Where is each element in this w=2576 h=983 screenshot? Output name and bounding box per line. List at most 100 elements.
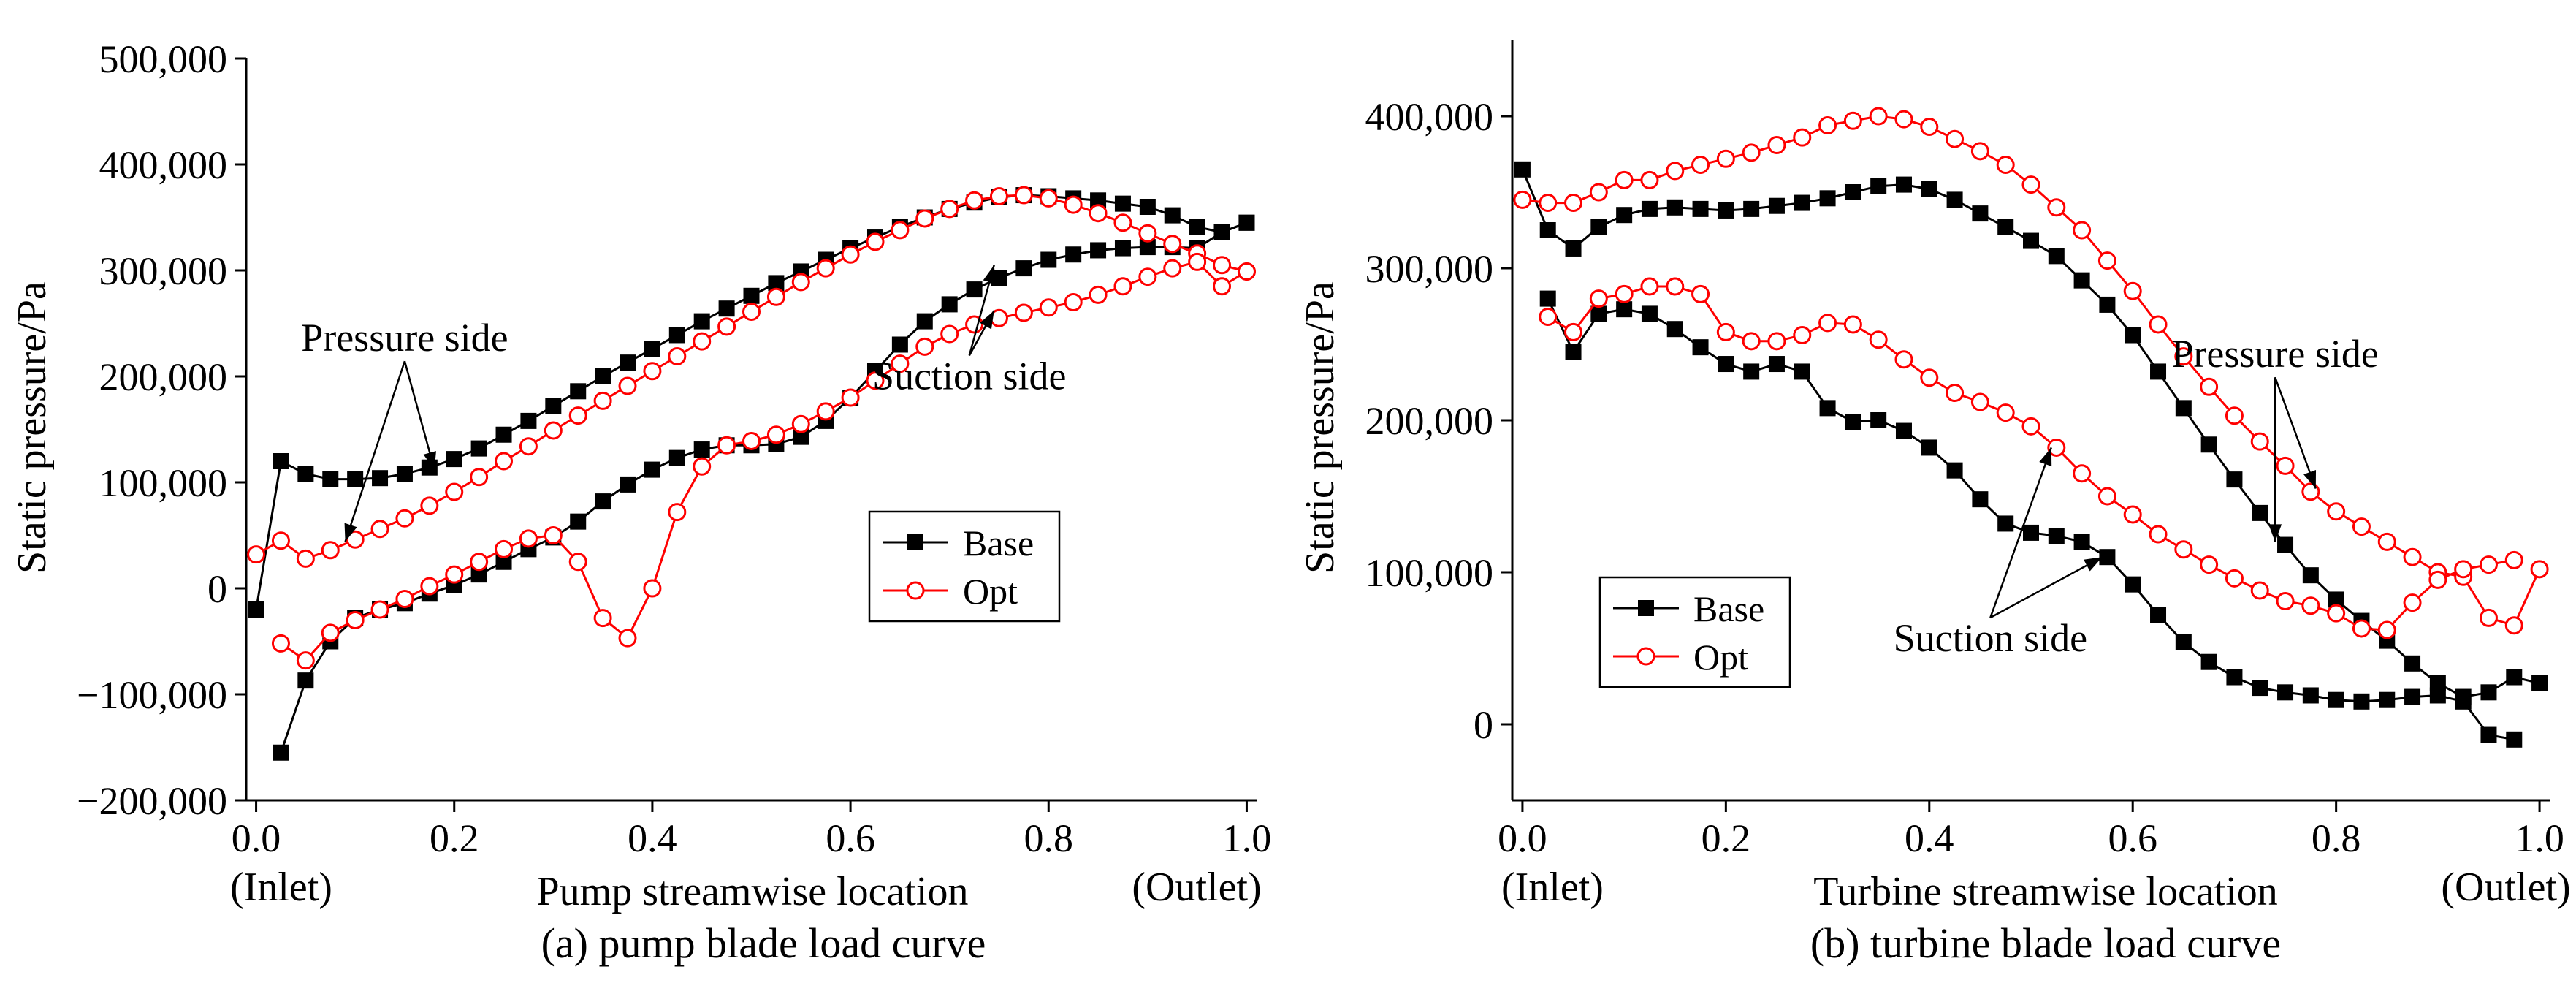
data-point-opt-suction-turbine [1843, 315, 1862, 334]
data-point-opt-suction-turbine [1691, 284, 1710, 303]
data-point-opt-suction-pump [717, 436, 736, 455]
data-point-opt-suction-turbine [1920, 368, 1939, 387]
legend-turbine: Base Opt [1598, 576, 1791, 688]
data-point-base-suction-turbine [1666, 321, 1683, 338]
data-point-base-suction-turbine [2353, 693, 2370, 710]
data-point-opt-pressure-pump [1163, 235, 1182, 254]
data-point-base-pressure-pump [570, 383, 587, 400]
data-point-opt-suction-turbine [2428, 570, 2447, 589]
data-point-opt-pressure-pump [420, 496, 439, 515]
data-point-opt-suction-pump [370, 600, 389, 619]
data-point-opt-suction-turbine [1640, 277, 1659, 296]
x-tick-label-pump: 0.6 [826, 816, 875, 860]
data-point-base-suction-turbine [2200, 653, 2217, 670]
data-point-opt-suction-pump [1213, 277, 1232, 296]
data-point-opt-suction-turbine [1742, 332, 1761, 351]
data-point-base-suction-turbine [1565, 344, 1582, 360]
data-point-base-pressure-turbine [1565, 240, 1582, 257]
caption-pump: (a) pump blade load curve [541, 919, 986, 967]
y-tick-label-pump: −100,000 [77, 673, 227, 717]
data-point-opt-pressure-turbine [2200, 377, 2219, 396]
data-point-base-suction-turbine [2048, 528, 2065, 544]
data-point-base-suction-turbine [2429, 687, 2446, 704]
data-point-opt-suction-pump [470, 553, 489, 572]
annotation-arrow-turbine [1989, 556, 2103, 619]
data-point-base-pressure-pump [1114, 195, 1131, 212]
data-point-base-suction-pump [595, 493, 611, 510]
data-point-opt-suction-turbine [2352, 619, 2371, 638]
legend-marker-base [907, 534, 923, 550]
data-point-base-pressure-pump [718, 300, 735, 317]
data-point-opt-pressure-pump [693, 332, 712, 351]
y-tick-label-turbine: 100,000 [1365, 551, 1494, 595]
data-point-base-suction-turbine [1692, 339, 1709, 356]
data-point-opt-pressure-pump [940, 200, 959, 219]
caption-turbine: (b) turbine blade load curve [1810, 919, 2281, 967]
data-point-opt-suction-turbine [2250, 581, 2269, 600]
data-point-opt-suction-turbine [2097, 487, 2116, 506]
data-point-opt-suction-pump [742, 431, 761, 450]
data-point-base-suction-turbine [2379, 691, 2396, 708]
y-tick-label-pump: 300,000 [99, 249, 228, 293]
y-tick-label-turbine: 200,000 [1365, 399, 1494, 443]
data-point-base-pressure-pump [470, 440, 487, 457]
x-tick-label-pump: 1.0 [1222, 816, 1272, 860]
data-point-base-suction-pump [1065, 246, 1082, 263]
data-point-base-suction-turbine [2404, 688, 2421, 705]
data-point-base-pressure-turbine [1895, 176, 1912, 193]
data-point-opt-pressure-turbine [1564, 194, 1583, 213]
data-point-opt-pressure-turbine [2530, 560, 2549, 579]
y-tick-label-turbine: 300,000 [1365, 247, 1494, 291]
data-point-opt-suction-pump [346, 611, 365, 629]
data-point-base-suction-turbine [1997, 515, 2014, 532]
data-point-opt-suction-pump [940, 324, 959, 344]
data-point-opt-pressure-turbine [1640, 170, 1659, 189]
data-point-base-suction-turbine [2302, 687, 2319, 704]
data-point-base-suction-turbine [1870, 412, 1887, 428]
data-point-opt-pressure-pump [470, 468, 489, 487]
data-point-opt-pressure-pump [816, 259, 835, 278]
data-point-base-pressure-turbine [1514, 161, 1531, 178]
legend-label-opt: Opt [963, 571, 1018, 612]
data-point-base-pressure-turbine [1768, 197, 1785, 214]
data-point-base-pressure-turbine [2150, 363, 2167, 380]
data-point-opt-suction-pump [1237, 262, 1256, 281]
data-point-base-pressure-pump [545, 398, 562, 414]
y-tick-label-pump: 100,000 [99, 461, 228, 505]
data-point-opt-suction-pump [891, 354, 910, 373]
data-point-base-pressure-turbine [1692, 200, 1709, 217]
data-point-base-suction-turbine [1743, 363, 1760, 380]
data-point-opt-suction-pump [791, 414, 810, 433]
data-point-opt-suction-pump [693, 457, 712, 476]
legend-marker-opt [906, 581, 925, 600]
data-point-base-suction-pump [620, 476, 636, 493]
x-axis-title-pump: Pump streamwise location [536, 869, 968, 914]
data-point-opt-suction-turbine [2403, 593, 2422, 612]
outlet-label-turbine: (Outlet) [2441, 865, 2570, 910]
data-point-opt-pressure-turbine [2021, 175, 2040, 194]
annotation-label-turbine: Suction side [1894, 616, 2088, 660]
chart-panel-turbine: 0.0 0.2 0.4 0.6 0.8 1.0 0 100,000 200,000 300,000… [1297, 40, 2571, 967]
inlet-label-pump: (Inlet) [230, 865, 332, 910]
x-tick-label-turbine: 0.2 [1702, 816, 1751, 860]
data-point-opt-suction-turbine [1666, 277, 1685, 296]
data-point-opt-pressure-pump [643, 362, 662, 381]
data-point-opt-pressure-turbine [1513, 190, 1532, 209]
data-point-base-pressure-turbine [2073, 272, 2090, 289]
data-point-opt-pressure-turbine [1615, 170, 1634, 189]
data-point-base-pressure-turbine [1946, 191, 1963, 208]
data-point-base-suction-turbine [2506, 731, 2523, 748]
data-point-opt-suction-turbine [2073, 464, 2092, 483]
data-point-opt-pressure-turbine [1920, 118, 1939, 137]
data-point-opt-pressure-pump [519, 437, 538, 456]
data-point-base-suction-pump [1114, 240, 1131, 257]
data-point-opt-pressure-turbine [1539, 194, 1558, 213]
annotation-label-turbine: Pressure side [2171, 332, 2378, 376]
data-point-base-suction-pump [668, 449, 685, 466]
data-point-opt-pressure-turbine [1666, 162, 1685, 181]
y-axis-title-pump: Static pressure/Pa [9, 281, 55, 574]
series-line-base-suction-pump [280, 221, 1247, 754]
data-point-opt-suction-pump [445, 565, 464, 584]
data-point-base-pressure-pump [644, 341, 660, 357]
annotation-arrow-pump [403, 360, 435, 470]
